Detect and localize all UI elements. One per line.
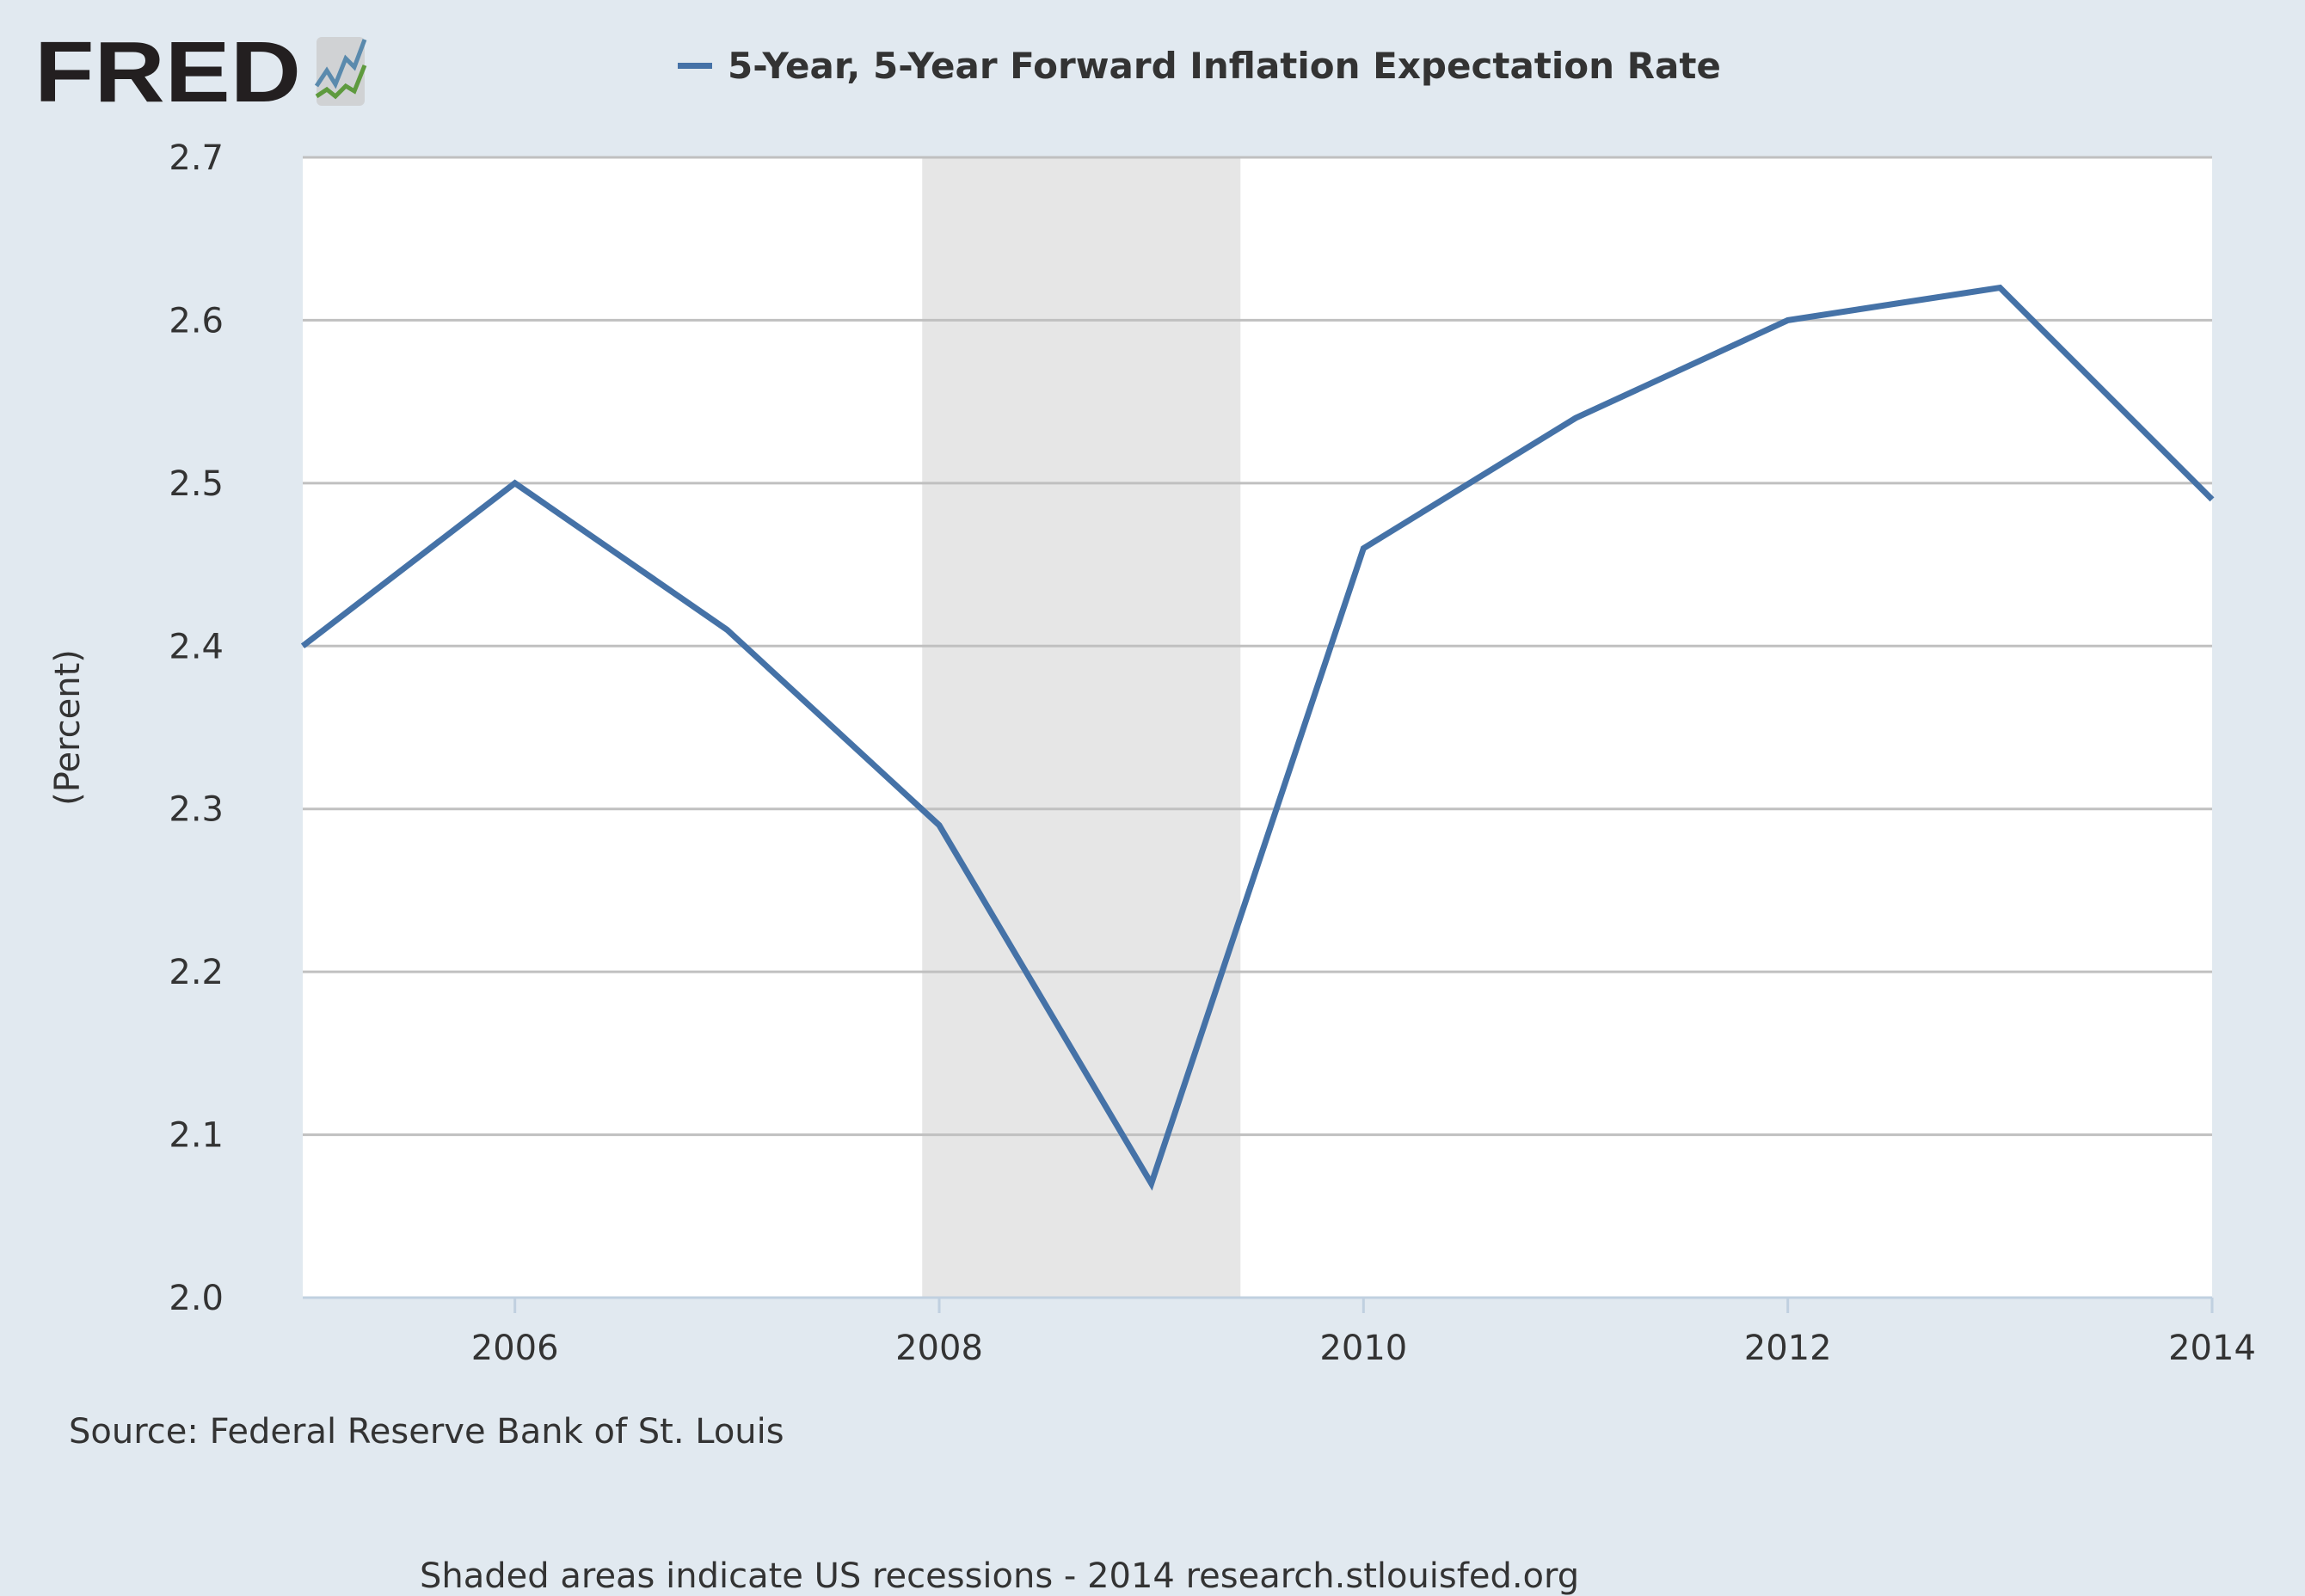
x-tick-label: 2008 (895, 1329, 983, 1368)
y-tick-label: 2.3 (169, 790, 224, 830)
x-tick-label: 2006 (471, 1329, 559, 1368)
y-axis-label: (Percent) (48, 649, 88, 806)
recession-shading (922, 157, 1240, 1298)
y-tick-label: 2.1 (169, 1116, 224, 1156)
x-tick-label: 2010 (1319, 1329, 1407, 1368)
line-chart: 2.0 2.1 2.2 2.3 2.4 2.5 2.6 2.7 2006 2008 2010 201… (0, 0, 2305, 1531)
source-text: Source: Federal Reserve Bank of St. Loui… (69, 1412, 784, 1452)
y-tick-label: 2.4 (169, 627, 224, 666)
x-tick-label: 2012 (1744, 1329, 1832, 1368)
y-tick-label: 2.0 (169, 1279, 224, 1318)
y-tick-label: 2.6 (169, 301, 224, 341)
y-tick-label: 2.2 (169, 953, 224, 992)
y-tick-label: 2.7 (169, 138, 224, 178)
x-tick-label: 2014 (2168, 1329, 2256, 1368)
plot-area (303, 157, 2212, 1298)
footer-note[interactable]: Shaded areas indicate US recessions - 20… (420, 1556, 1579, 1596)
y-tick-label: 2.5 (169, 464, 224, 504)
